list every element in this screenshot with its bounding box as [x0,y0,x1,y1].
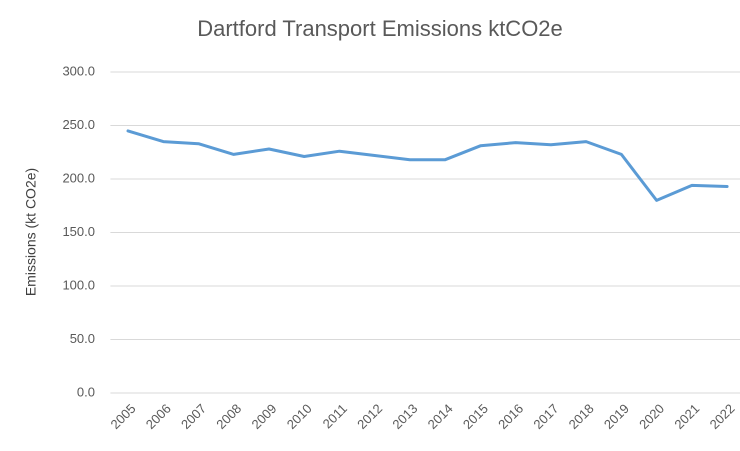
x-tick-label: 2018 [566,401,597,432]
x-tick-label: 2016 [495,401,526,432]
x-tick-label: 2012 [354,401,385,432]
x-tick-label: 2006 [143,401,174,432]
x-tick-label: 2009 [248,401,279,432]
x-tick-label: 2017 [530,401,561,432]
x-tick-label: 2020 [636,401,667,432]
chart-title: Dartford Transport Emissions ktCO2e [197,16,563,41]
x-tick-label: 2014 [425,401,456,432]
y-tick-label: 250.0 [62,117,95,132]
y-axis-label: Emissions (kt CO2e) [23,168,39,296]
x-tick-label: 2019 [601,401,632,432]
y-tick-label: 0.0 [77,384,95,399]
x-tick-label: 2010 [284,401,315,432]
y-tick-label: 300.0 [62,63,95,78]
x-tick-label: 2013 [389,401,420,432]
line-series [126,129,729,202]
x-tick-label: 2021 [671,401,702,432]
x-tick-label: 2011 [320,401,350,431]
y-tick-label: 200.0 [62,170,95,185]
x-tick-label: 2008 [213,401,244,432]
x-tick-label: 2005 [108,401,139,432]
x-tick-label: 2022 [707,401,738,432]
x-tick-label: 2007 [178,401,209,432]
y-tick-label: 150.0 [62,224,95,239]
x-tick-label: 2015 [460,401,491,432]
y-tick-label: 100.0 [62,277,95,292]
y-tick-label: 50.0 [70,331,95,346]
